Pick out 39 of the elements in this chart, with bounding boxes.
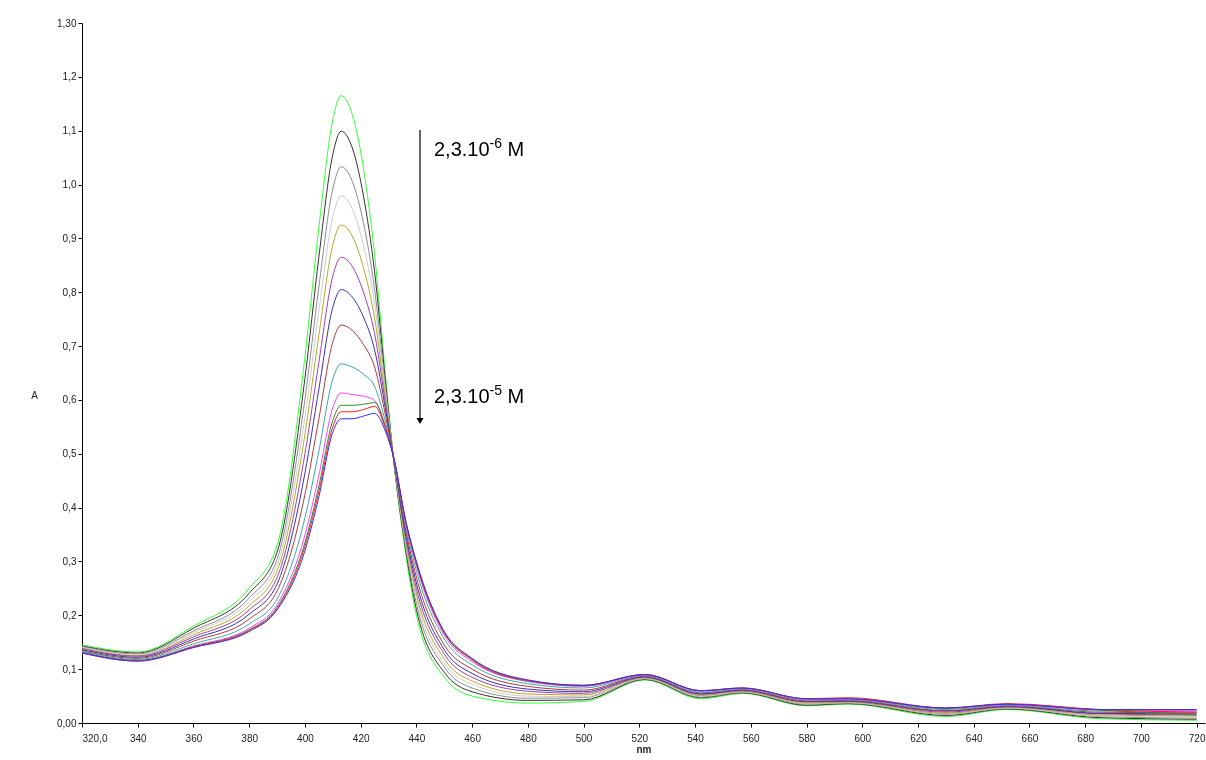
- x-tick-label: 660: [1021, 732, 1039, 744]
- x-tick-label: 540: [687, 732, 705, 744]
- x-tick-label: 380: [241, 732, 259, 744]
- y-tick-label: 1,2: [62, 71, 77, 83]
- y-tick-label: 0,5: [62, 448, 77, 460]
- x-tick-label: 720: [1188, 732, 1206, 744]
- x-tick-label: 620: [910, 732, 928, 744]
- y-tick-label: 0,8: [62, 286, 77, 298]
- y-tick-label: 0,3: [62, 555, 77, 567]
- x-tick-label: 640: [965, 732, 983, 744]
- x-tick-label: 520: [631, 732, 649, 744]
- x-tick-label: 680: [1077, 732, 1095, 744]
- x-tick-label: 440: [408, 732, 426, 744]
- x-tick-label: 320,0: [82, 732, 108, 744]
- x-tick-label: 600: [854, 732, 872, 744]
- x-tick-label: 560: [742, 732, 761, 744]
- y-tick-label: 1,0: [62, 179, 77, 191]
- y-tick-label: 0,2: [62, 609, 77, 621]
- annotation: 2,3.10$^{-5}$ M: [434, 382, 525, 407]
- y-tick-label: 0,7: [62, 340, 77, 352]
- y-tick-label: 0,9: [62, 232, 77, 244]
- annotation: 2,3.10$^{-6}$ M: [434, 135, 525, 160]
- y-axis-title: A: [31, 389, 39, 401]
- x-tick-label: 580: [798, 732, 816, 744]
- x-tick-label: 460: [464, 732, 482, 744]
- y-tick-label: 0,1: [62, 663, 77, 675]
- x-tick-label: 360: [185, 732, 203, 744]
- x-axis-title: nm: [636, 743, 652, 755]
- x-tick-label: 400: [297, 732, 315, 744]
- x-tick-label: 420: [352, 732, 370, 744]
- x-tick-label: 500: [575, 732, 593, 744]
- x-tick-label: 340: [129, 732, 148, 744]
- y-tick-label: 1,1: [62, 125, 77, 137]
- x-tick-label: 700: [1133, 732, 1151, 744]
- y-tick-label: 0,4: [62, 502, 77, 514]
- y-tick-label: 0,6: [62, 394, 77, 406]
- y-tick-label: 0,00: [57, 717, 77, 729]
- x-tick-label: 480: [520, 732, 538, 744]
- y-tick-label: 1,30: [57, 17, 77, 29]
